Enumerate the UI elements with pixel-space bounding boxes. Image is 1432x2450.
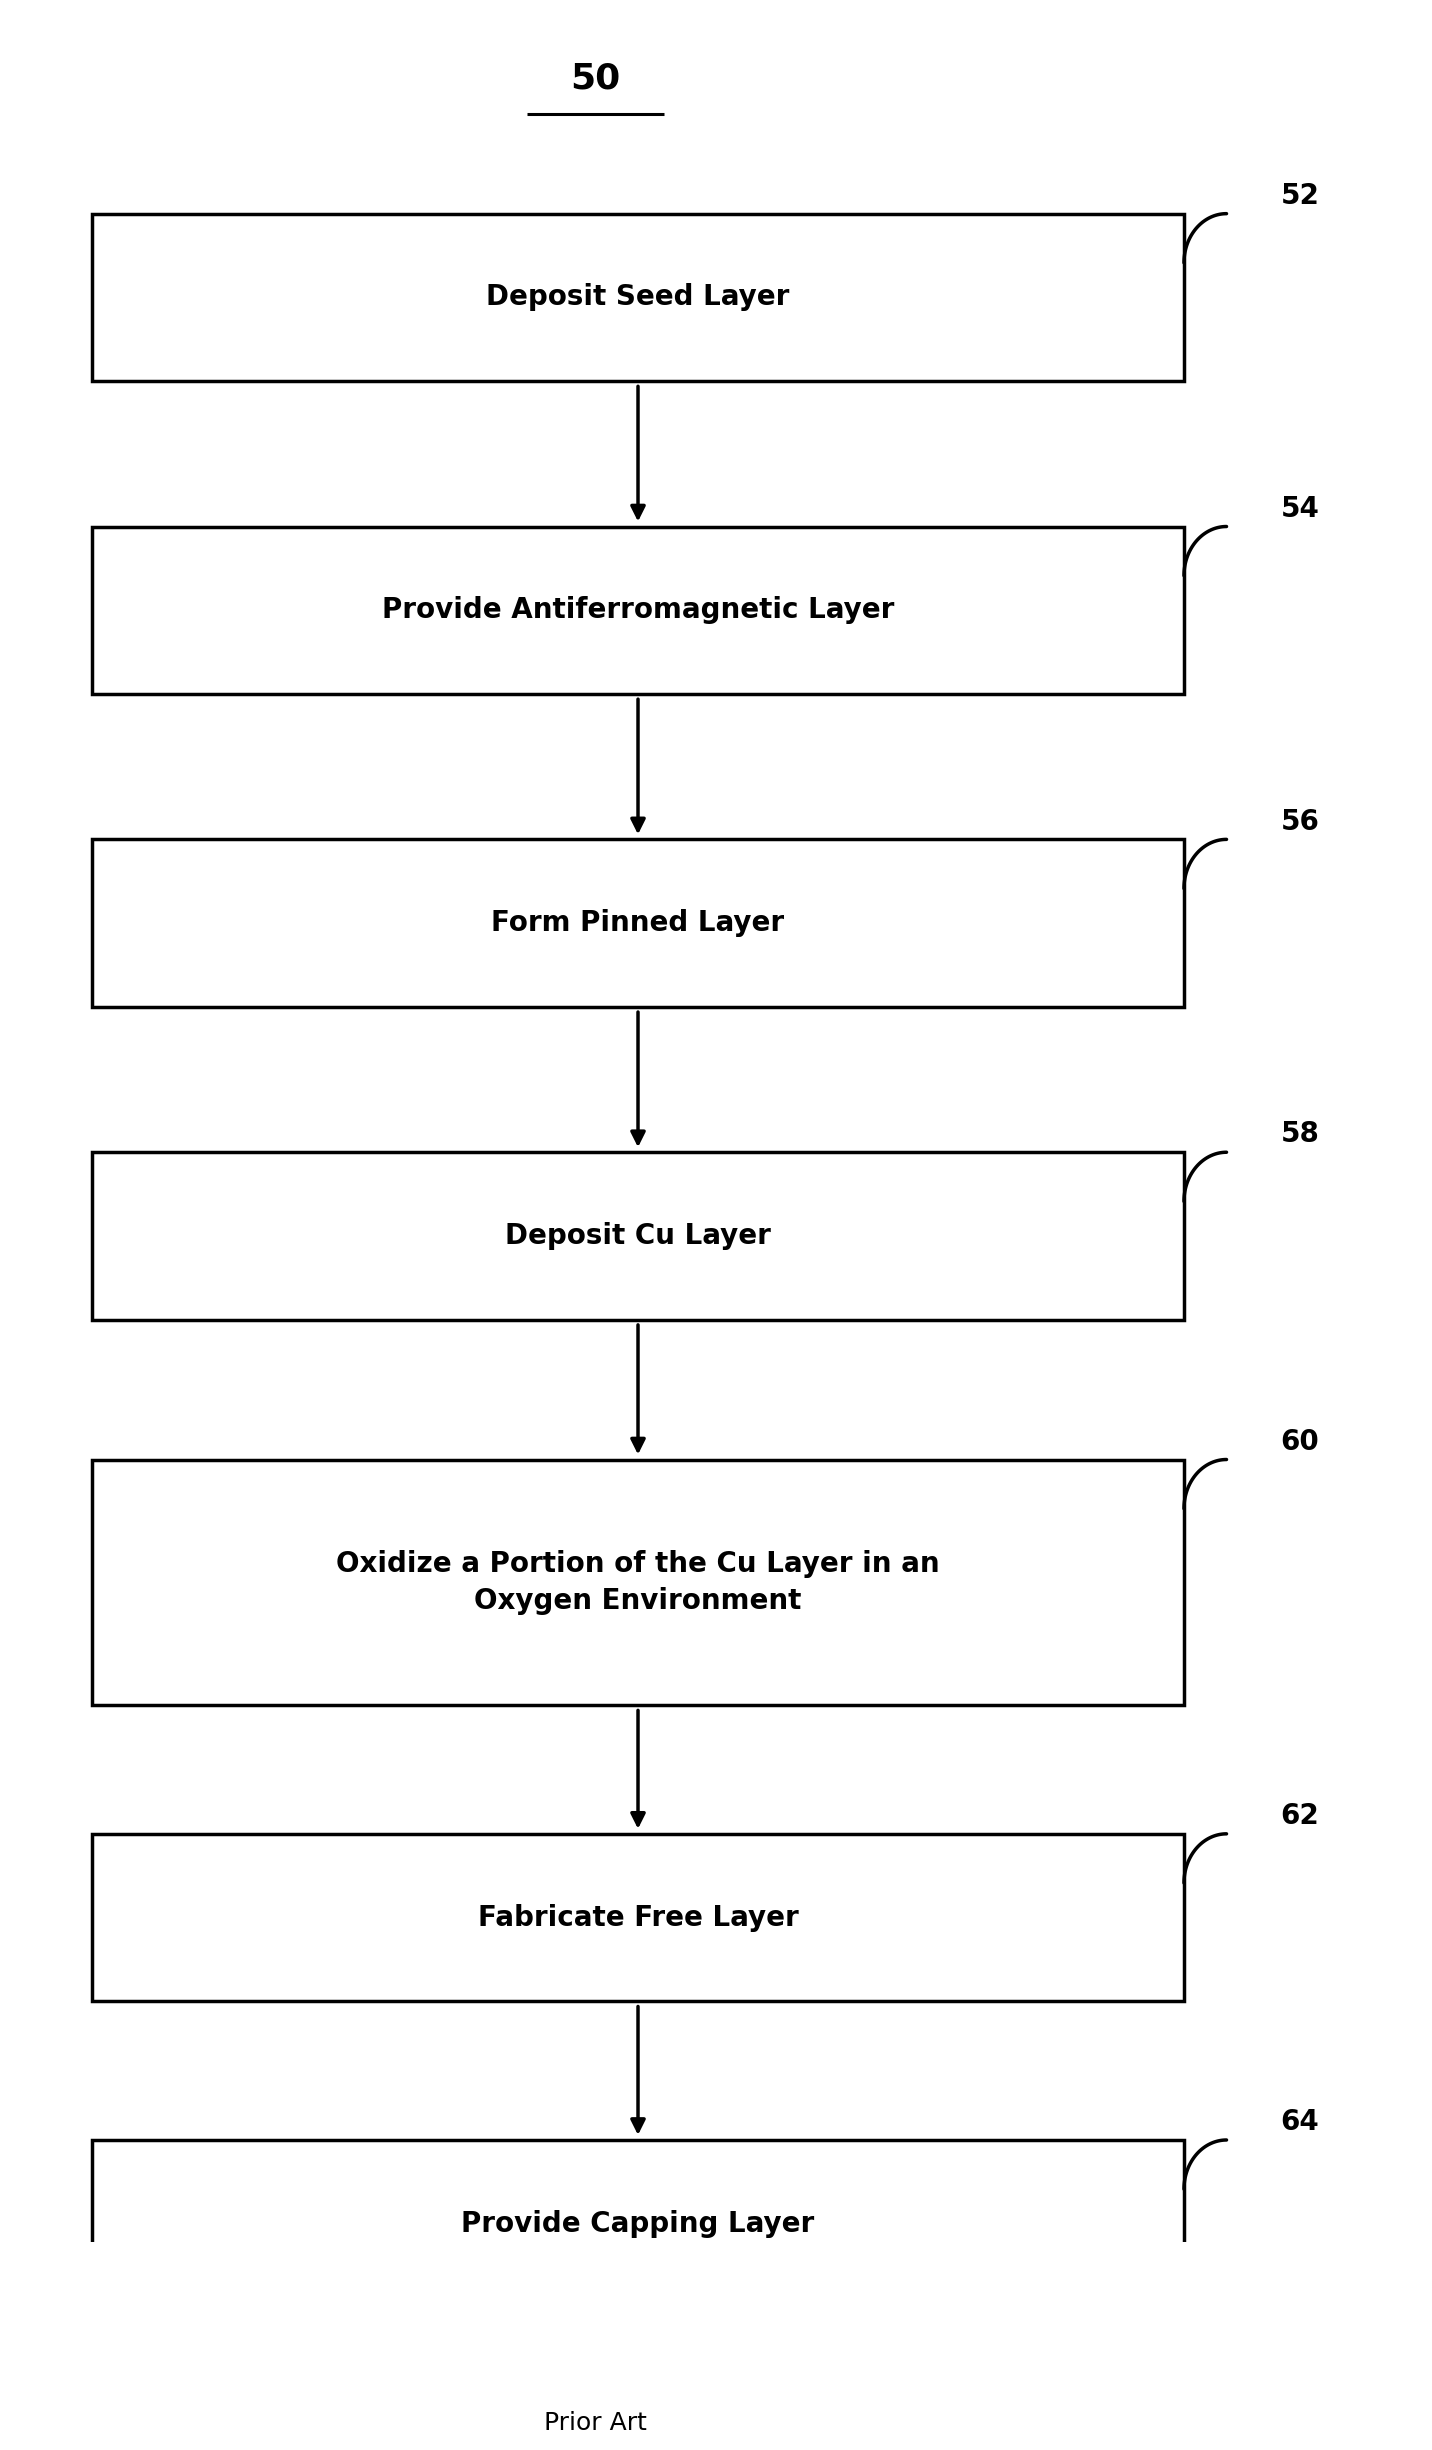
Bar xyxy=(92,527,1184,693)
Bar xyxy=(92,2139,1184,2308)
Text: Fabricate Free Layer: Fabricate Free Layer xyxy=(478,1904,799,1931)
Text: 64: 64 xyxy=(1280,2107,1319,2136)
Text: 58: 58 xyxy=(1280,1120,1319,1149)
Text: 54: 54 xyxy=(1280,495,1319,522)
Text: 52: 52 xyxy=(1280,181,1319,211)
Text: Provide Capping Layer: Provide Capping Layer xyxy=(461,2210,815,2237)
Bar xyxy=(92,840,1184,1007)
Text: Prior Art
Figure 2: Prior Art Figure 2 xyxy=(544,2411,647,2450)
Text: Oxidize a Portion of the Cu Layer in an
Oxygen Environment: Oxidize a Portion of the Cu Layer in an … xyxy=(337,1551,939,1615)
Bar xyxy=(92,1460,1184,1705)
Bar xyxy=(92,1152,1184,1321)
Text: 62: 62 xyxy=(1280,1801,1319,1830)
Text: 56: 56 xyxy=(1280,808,1319,835)
Text: Deposit Seed Layer: Deposit Seed Layer xyxy=(487,284,789,311)
Text: 60: 60 xyxy=(1280,1428,1319,1455)
Text: Form Pinned Layer: Form Pinned Layer xyxy=(491,909,785,938)
Bar xyxy=(92,1835,1184,2002)
Text: 50: 50 xyxy=(570,61,620,96)
Text: Deposit Cu Layer: Deposit Cu Layer xyxy=(505,1223,770,1250)
Text: Provide Antiferromagnetic Layer: Provide Antiferromagnetic Layer xyxy=(382,595,894,625)
Bar xyxy=(92,213,1184,382)
